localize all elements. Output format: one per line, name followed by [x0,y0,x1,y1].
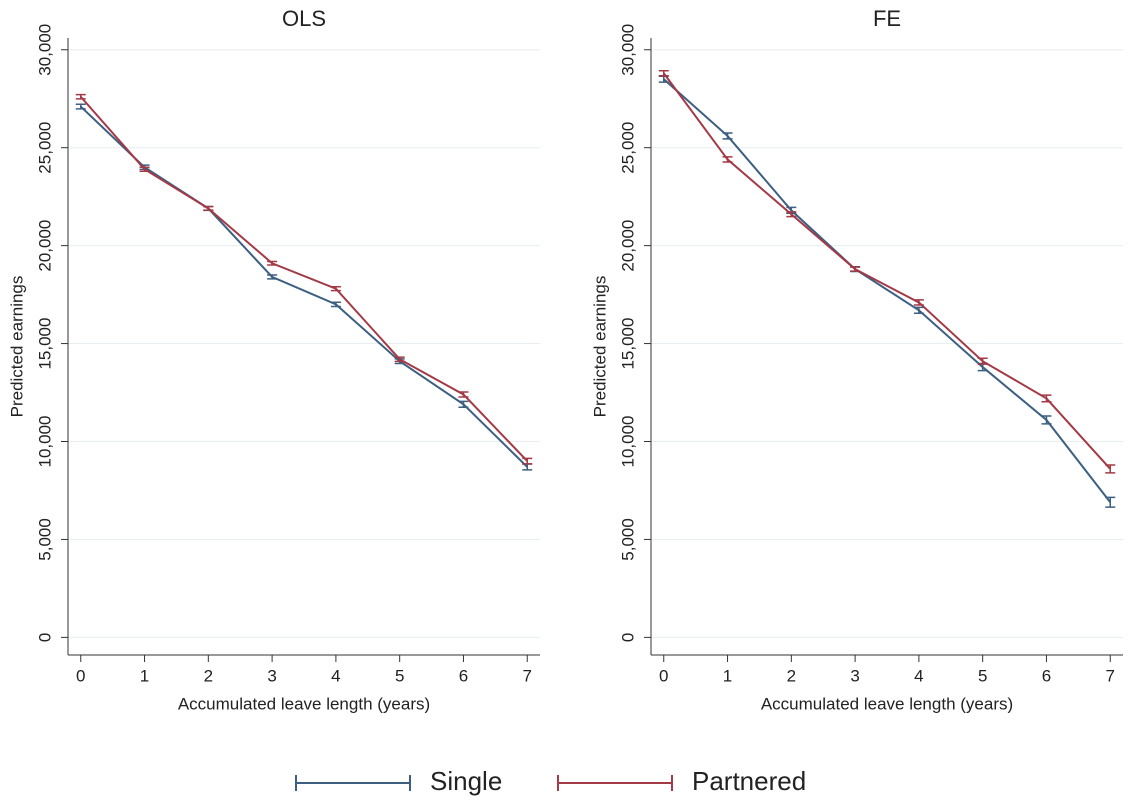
error-bar [786,211,797,218]
error-bar [1041,415,1052,425]
y-axis-title: Predicted earnings [590,276,609,418]
error-bar [913,306,924,314]
panel-title: FE [873,6,901,31]
error-bar [330,301,341,308]
error-bar [1041,394,1052,403]
error-bar [139,166,150,172]
series-line [662,72,1111,470]
y-tick-label: 20,000 [35,220,54,272]
error-bar [1105,496,1116,508]
y-tick-label: 30,000 [618,24,637,76]
x-tick-label: 7 [1106,666,1115,685]
error-bar [75,103,86,110]
error-bar [203,205,214,211]
x-tick-label: 0 [76,666,85,685]
y-tick-label: 20,000 [618,220,637,272]
error-bar [722,156,733,163]
y-tick-label: 10,000 [35,415,54,467]
series-line [80,96,528,462]
series-line [80,105,528,468]
x-tick-label: 6 [459,666,468,685]
x-tick-label: 4 [914,666,923,685]
y-tick-label: 0 [618,633,637,642]
panel-title: OLS [282,6,326,31]
x-tick-label: 5 [395,666,404,685]
y-tick-label: 5,000 [35,518,54,561]
y-tick-label: 5,000 [618,518,637,561]
x-tick-label: 3 [850,666,859,685]
legend-label: Partnered [692,766,806,796]
error-bar [522,457,533,465]
y-tick-label: 25,000 [618,122,637,174]
x-tick-label: 0 [659,666,668,685]
error-bar [458,400,469,408]
y-tick-label: 0 [35,633,54,642]
error-bar [658,69,669,77]
x-tick-label: 1 [723,666,732,685]
x-tick-label: 4 [331,666,340,685]
error-bar [330,286,341,292]
error-bar [267,274,278,280]
legend-label: Single [430,766,502,796]
series-line [663,78,1112,503]
error-bar [1105,464,1116,474]
x-tick-label: 2 [787,666,796,685]
legend-swatch [557,775,673,791]
error-bar [977,357,988,365]
x-axis-title: Accumulated leave length (years) [178,694,430,713]
error-bar [458,391,469,398]
legend-swatch [295,775,411,791]
error-bar [267,260,278,266]
y-tick-label: 10,000 [618,415,637,467]
error-bar [850,266,861,272]
y-tick-label: 15,000 [618,318,637,370]
y-axis-title: Predicted earnings [7,276,26,418]
x-tick-label: 2 [204,666,213,685]
y-tick-label: 25,000 [35,122,54,174]
error-bar [913,299,924,306]
x-tick-label: 6 [1042,666,1051,685]
error-bar [722,132,733,140]
x-tick-label: 3 [267,666,276,685]
x-tick-label: 1 [140,666,149,685]
y-tick-label: 15,000 [35,318,54,370]
x-tick-label: 7 [523,666,532,685]
error-bar [394,356,405,363]
error-bar [75,93,86,100]
x-axis-title: Accumulated leave length (years) [761,694,1013,713]
y-tick-label: 30,000 [35,24,54,76]
x-tick-label: 5 [978,666,987,685]
